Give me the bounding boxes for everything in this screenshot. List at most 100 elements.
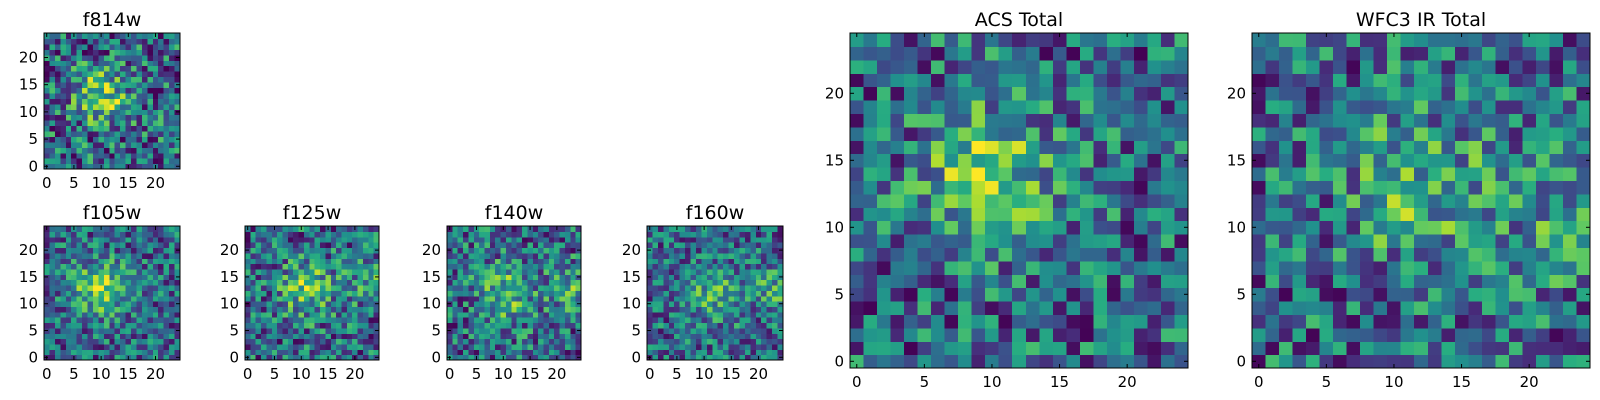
heatmap-cell: [701, 295, 708, 302]
heatmap-cell: [109, 268, 116, 275]
heatmap-cell: [87, 327, 94, 334]
heatmap-cell: [44, 258, 51, 265]
heatmap-cell: [120, 120, 127, 127]
heatmap-cell: [1481, 314, 1496, 329]
heatmap-cell: [1333, 260, 1348, 275]
heatmap-cell: [373, 231, 380, 238]
heatmap-cell: [131, 130, 138, 137]
heatmap-cell: [82, 130, 89, 137]
heatmap-cell: [174, 290, 181, 297]
heatmap-cell: [971, 327, 986, 342]
heatmap-cell: [877, 287, 892, 302]
heatmap-cell: [728, 284, 735, 291]
heatmap-cell: [60, 109, 67, 116]
heatmap-cell: [570, 242, 577, 249]
heatmap-cell: [136, 247, 143, 254]
heatmap-cell: [734, 247, 741, 254]
heatmap-cell: [468, 274, 475, 281]
heatmap-cell: [1093, 260, 1108, 275]
heatmap-cell: [538, 338, 545, 345]
heatmap-cell: [657, 327, 664, 334]
heatmap-cell: [54, 141, 61, 148]
heatmap-cell: [744, 279, 751, 286]
heatmap-cell: [1346, 180, 1361, 195]
heatmap-cell: [1120, 113, 1135, 128]
heatmap-cell: [505, 247, 512, 254]
heatmap-cell: [750, 301, 757, 307]
heatmap-cell: [92, 109, 99, 116]
heatmap-cell: [500, 268, 507, 275]
heatmap-cell: [1106, 314, 1121, 329]
heatmap-cell: [473, 263, 480, 270]
heatmap-cell: [958, 193, 973, 208]
heatmap-cell: [1400, 167, 1415, 181]
heatmap-cell: [1052, 180, 1067, 195]
heatmap-cell: [1066, 234, 1081, 248]
heatmap-cell: [120, 338, 127, 345]
heatmap-cell: [1279, 260, 1294, 275]
heatmap-cell: [92, 130, 99, 137]
heatmap-cell: [652, 279, 659, 286]
heatmap-cell: [1306, 207, 1321, 222]
heatmap-cell: [712, 274, 719, 281]
heatmap-cell: [1427, 73, 1442, 88]
heatmap-cell: [277, 322, 284, 329]
heatmap-cell: [98, 306, 105, 313]
heatmap-cell: [1346, 33, 1361, 47]
heatmap-cell: [357, 279, 364, 286]
heatmap-cell: [92, 158, 99, 165]
heatmap-cell: [282, 274, 289, 281]
heatmap-cell: [114, 98, 121, 105]
heatmap-cell: [1576, 86, 1591, 101]
heatmap-cell: [1319, 287, 1334, 302]
heatmap-cell: [1333, 274, 1348, 289]
heatmap-cell: [1306, 247, 1321, 262]
axes-frame: [43, 32, 181, 170]
heatmap-cell: [701, 247, 708, 254]
heatmap-cell: [473, 247, 480, 254]
heatmap-cell: [357, 290, 364, 297]
heatmap-cell: [1252, 274, 1267, 289]
heatmap-cell: [1387, 207, 1402, 222]
heatmap-cell: [1279, 193, 1294, 208]
heatmap-cell: [1025, 46, 1040, 61]
heatmap-cell: [505, 274, 512, 281]
heatmap-cell: [325, 322, 332, 329]
heatmap-cell: [125, 158, 132, 165]
heatmap-cell: [1360, 167, 1375, 181]
heatmap-cell: [1522, 73, 1537, 88]
heatmap-cell: [44, 92, 51, 99]
heatmap-cell: [341, 247, 348, 254]
heatmap-cell: [103, 263, 110, 270]
heatmap-cell: [250, 252, 257, 259]
heatmap-cell: [131, 49, 138, 56]
heatmap-cell: [701, 349, 708, 356]
heatmap-cell: [559, 247, 566, 254]
heatmap-cell: [82, 163, 89, 170]
heatmap-cell: [1481, 193, 1496, 208]
heatmap-cell: [373, 252, 380, 259]
heatmap-cell: [287, 231, 294, 238]
heatmap-cell: [261, 290, 268, 297]
heatmap-cell: [152, 81, 159, 88]
heatmap-cell: [744, 247, 751, 254]
heatmap-cell: [163, 338, 170, 345]
heatmap-cell: [277, 252, 284, 259]
heatmap-cell: [695, 311, 702, 318]
y-tick-label: 5: [431, 322, 441, 340]
heatmap-cell: [368, 295, 375, 302]
heatmap-cell: [71, 317, 78, 324]
heatmap-cell: [92, 71, 99, 78]
heatmap-cell: [1319, 126, 1334, 141]
heatmap-cell: [169, 327, 176, 334]
heatmap-cell: [250, 247, 257, 254]
heatmap-cell: [850, 260, 865, 275]
heatmap-cell: [1360, 314, 1375, 329]
heatmap-cell: [985, 59, 1000, 74]
heatmap-cell: [1025, 193, 1040, 208]
heatmap-cell: [54, 33, 61, 40]
heatmap-cell: [1319, 341, 1334, 356]
heatmap-cell: [271, 333, 278, 340]
heatmap-cell: [125, 65, 132, 72]
heatmap-cell: [559, 306, 566, 313]
